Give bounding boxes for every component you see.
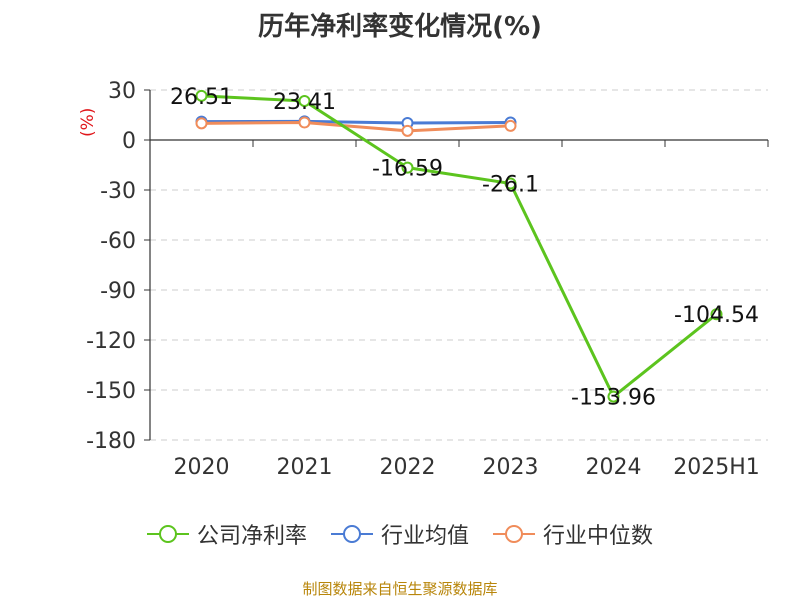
y-tick-label: -180 — [86, 429, 136, 454]
data-point — [710, 308, 723, 321]
legend-item[interactable]: 行业中位数 — [493, 518, 653, 550]
chart-title: 历年净利率变化情况(%) — [258, 12, 542, 42]
y-tick-label: -120 — [86, 329, 136, 354]
data-label: 23.41 — [273, 90, 336, 115]
x-tick-label: 2024 — [586, 455, 642, 480]
series-line-2 — [201, 121, 511, 133]
legend-marker — [342, 525, 361, 543]
legend-label: 行业均值 — [380, 524, 469, 549]
data-point — [504, 177, 517, 190]
legend-marker — [158, 525, 177, 543]
y-tick-label: -150 — [86, 379, 136, 404]
legend-label: 公司净利率 — [196, 524, 307, 549]
legend-item[interactable]: 行业均值 — [330, 518, 469, 550]
x-tick-label: 2022 — [380, 455, 436, 480]
legend-swatch — [146, 525, 189, 543]
x-tick-label: 2025H1 — [673, 455, 760, 480]
data-label: -104.54 — [674, 303, 759, 328]
data-point — [401, 124, 414, 137]
x-tick-label: 2020 — [174, 455, 230, 480]
data-point — [504, 119, 517, 132]
y-tick-label: -90 — [100, 279, 136, 304]
data-label: -153.96 — [571, 386, 656, 411]
legend-marker — [505, 525, 523, 543]
data-point — [401, 161, 414, 174]
legend-label: 行业中位数 — [543, 524, 654, 549]
data-point — [298, 94, 311, 107]
data-label: -26.1 — [482, 173, 539, 198]
legend-item[interactable]: 公司净利率 — [146, 518, 307, 550]
x-tick-label: 2021 — [277, 455, 333, 480]
data-label: 26.51 — [170, 85, 233, 110]
data-point — [195, 89, 208, 102]
y-tick-label: 0 — [122, 129, 136, 154]
series-line-0 — [201, 94, 718, 399]
y-tick-label: -60 — [100, 229, 136, 254]
legend-swatch — [330, 525, 373, 543]
x-tick-label: 2023 — [483, 455, 539, 480]
data-point — [298, 116, 311, 129]
legend-swatch — [493, 525, 535, 543]
legend: 公司净利率 行业均值 行业中位数 — [0, 518, 800, 550]
data-point — [195, 117, 208, 130]
source-note: 制图数据来自恒生聚源数据库 — [302, 580, 498, 598]
y-tick-label: 30 — [108, 79, 136, 104]
data-point — [607, 390, 620, 403]
data-label: -16.59 — [372, 157, 443, 182]
y-tick-label: -30 — [100, 179, 136, 204]
